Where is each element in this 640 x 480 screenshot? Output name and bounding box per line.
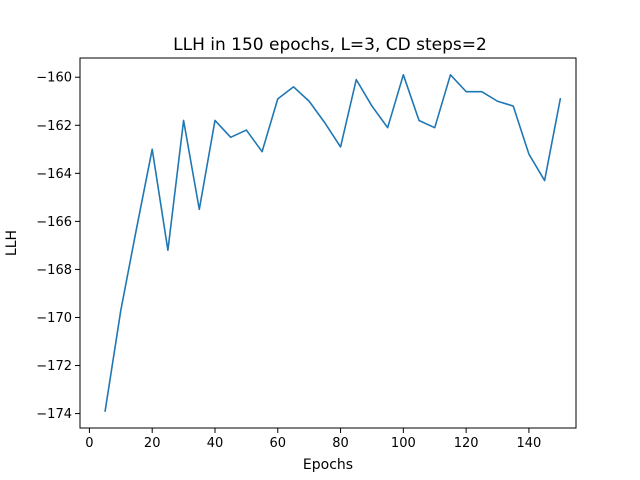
plot-frame (79, 57, 577, 429)
plot-area (104, 74, 562, 412)
x-axis-label: Epochs (303, 457, 353, 473)
y-axis: −174 −172 −170 −168 −166 −164 −162 −160 (36, 71, 80, 422)
x-tick-label: 80 (332, 436, 349, 451)
x-tick-label: 60 (269, 436, 286, 451)
x-tick-label: 0 (85, 436, 93, 451)
y-tick-label: −164 (36, 167, 72, 182)
chart-title: LLH in 150 epochs, L=3, CD steps=2 (173, 35, 487, 55)
y-axis-label: LLH (4, 230, 20, 256)
x-tick-label: 20 (144, 436, 161, 451)
y-tick-label: −172 (36, 359, 72, 374)
y-tick-label: −170 (36, 311, 72, 326)
x-tick-label: 100 (391, 436, 416, 451)
y-tick-label: −174 (36, 407, 72, 422)
x-tick-label: 120 (454, 436, 479, 451)
x-axis: 0 20 40 60 80 100 120 140 (85, 428, 541, 451)
y-tick-label: −166 (36, 215, 72, 230)
y-tick-label: −160 (36, 71, 72, 86)
y-tick-label: −162 (36, 119, 72, 134)
y-tick-label: −168 (36, 263, 72, 278)
x-tick-label: 40 (207, 436, 224, 451)
x-tick-label: 140 (516, 436, 541, 451)
llh-series-line (104, 74, 562, 412)
